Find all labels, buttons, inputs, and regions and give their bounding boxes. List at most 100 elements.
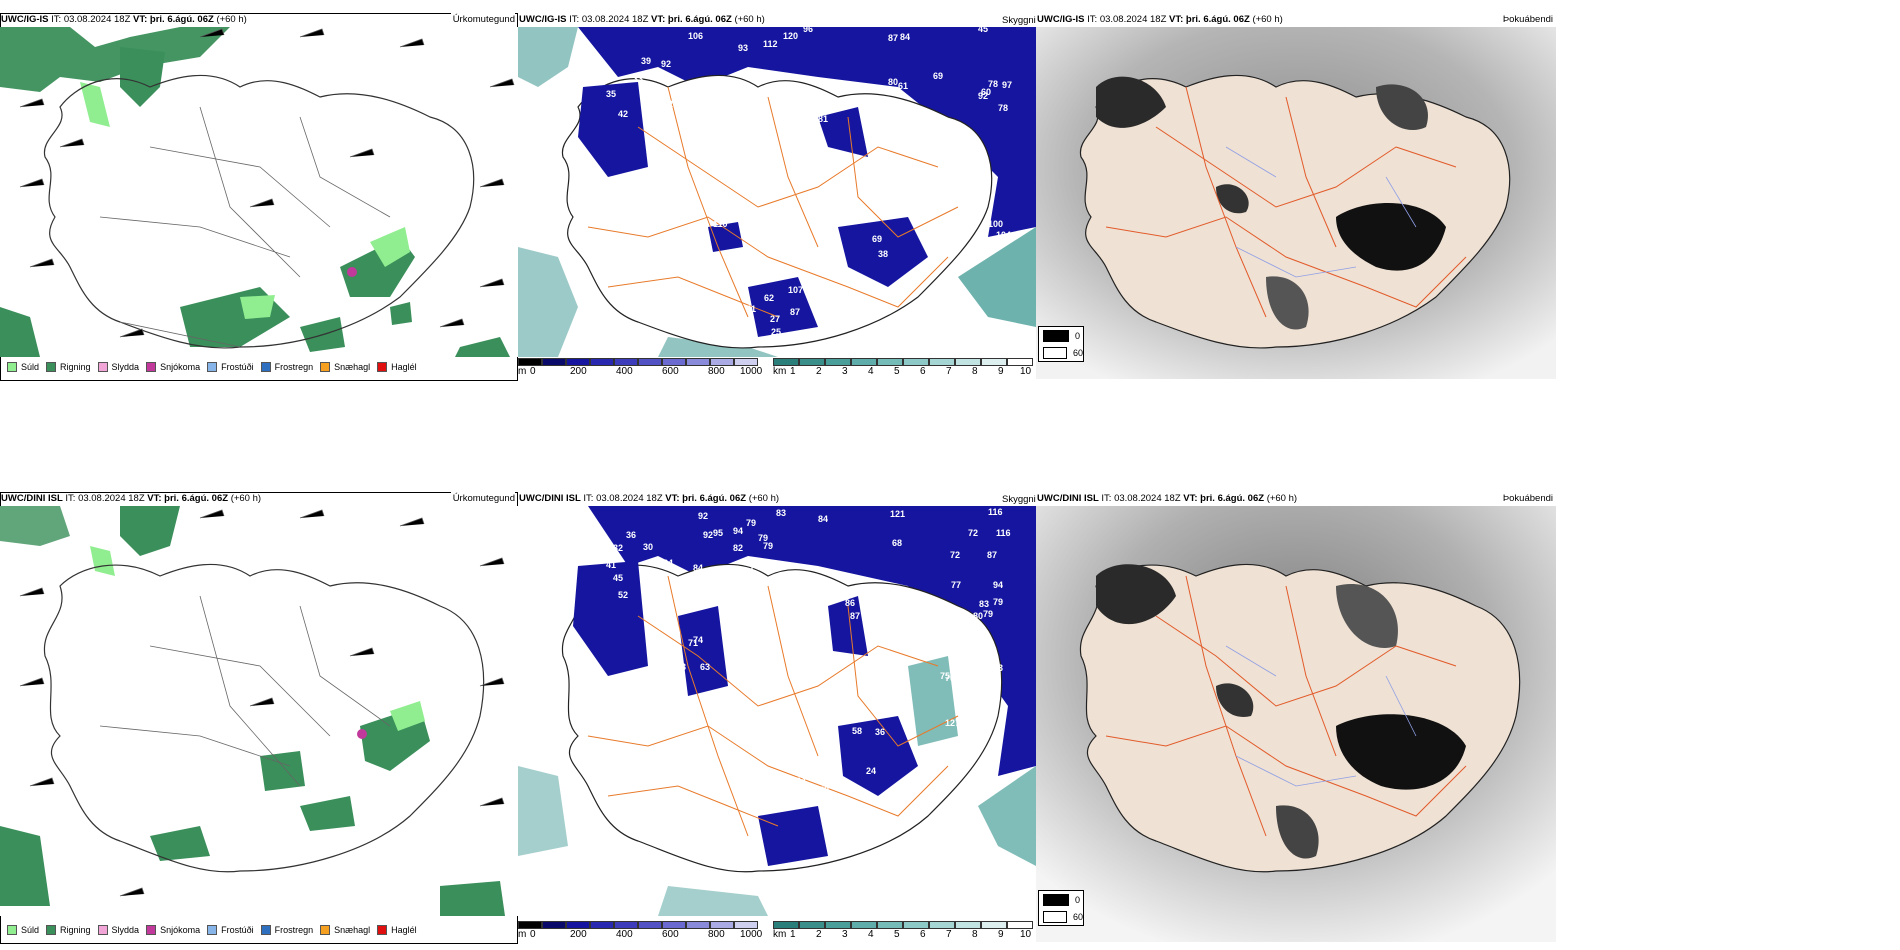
cloud-base-label: 79	[983, 609, 993, 619]
cloud-base-label: 93	[738, 43, 748, 53]
cloud-base-label: 33	[633, 74, 643, 84]
cloud-base-label: 81	[818, 114, 828, 124]
cloud-base-label: 79	[746, 518, 756, 528]
legend-item: Snjókoma	[146, 925, 200, 935]
row2-visibility-panel: UWC/DINI ISL IT: 03.08.2024 18Z VT: þri.…	[518, 492, 1036, 944]
cloud-base-label: 83	[776, 508, 786, 518]
cloud-base-label: 72	[950, 550, 960, 560]
cloud-base-label: 79	[993, 597, 1003, 607]
cloud-base-label: 87	[790, 307, 800, 317]
height-colorbar	[518, 921, 758, 929]
row1-precip-panel: UWC/IG-IS IT: 03.08.2024 18Z VT: þri. 6.…	[0, 13, 518, 381]
cloud-base-label: 100	[988, 219, 1003, 229]
cloud-base-label: 72	[968, 528, 978, 538]
row1-visibility-panel: UWC/IG-IS IT: 03.08.2024 18Z VT: þri. 6.…	[518, 13, 1036, 381]
cloud-base-label: 32	[663, 99, 673, 109]
visibility-field-name: Skyggni	[1002, 15, 1036, 26]
cloud-base-label: 90	[988, 709, 998, 719]
legend-item: Haglél	[377, 925, 417, 935]
cloud-base-label: 45	[978, 27, 988, 34]
cloud-base-label: 159	[814, 785, 829, 795]
cloud-base-label: 70	[662, 638, 672, 648]
cloud-base-label: 36	[875, 727, 885, 737]
cloud-base-label: 39	[641, 56, 651, 66]
cloud-base-label: 106	[688, 31, 703, 41]
visibility-colorbar	[773, 358, 1033, 366]
cloud-base-label: 64	[796, 776, 806, 786]
legend-item: Súld	[7, 362, 39, 372]
cloud-base-label: 104	[996, 230, 1011, 240]
cloud-base-label: 110	[713, 219, 728, 229]
panel-title: UWC/IG-IS IT: 03.08.2024 18Z VT: þri. 6.…	[1037, 14, 1283, 25]
cloud-base-label: 92	[978, 91, 988, 101]
cloud-base-label: 66	[670, 154, 680, 164]
fog-map	[1036, 506, 1556, 942]
cloud-base-label: 84	[693, 563, 703, 573]
cloud-base-label: 28	[828, 719, 838, 729]
cloud-base-label: 90	[982, 678, 992, 688]
cloud-base-label: 75	[808, 89, 818, 99]
cloud-base-label: 77	[951, 580, 961, 590]
cloud-base-label: 107	[820, 231, 835, 241]
panel-field-name: Þokuábendi	[1500, 492, 1553, 505]
legend-item: Frostregn	[260, 362, 313, 372]
cloud-base-label: 82	[733, 543, 743, 553]
panel-title: UWC/DINI ISL IT: 03.08.2024 18Z VT: þri.…	[1, 493, 262, 504]
cloud-base-label: 83	[979, 599, 989, 609]
cloud-base-label: 85	[984, 696, 994, 706]
panel-field-name: Þokuábendi	[1500, 13, 1553, 26]
cloud-base-label: 34	[663, 558, 673, 568]
cloud-base-label: 38	[878, 249, 888, 259]
panel-field-name: Úrkomutegund	[450, 492, 515, 505]
cloud-base-label: 60	[981, 87, 991, 97]
cloud-base-label: 43	[676, 662, 686, 672]
cloud-base-label: 95	[713, 528, 723, 538]
row1-fog-panel: UWC/IG-IS IT: 03.08.2024 18Z VT: þri. 6.…	[1036, 13, 1556, 381]
precip-map	[0, 506, 518, 916]
cloud-base-label: 75	[940, 671, 950, 681]
legend-item: Frostúði	[207, 362, 254, 372]
cloud-base-label: 74	[693, 635, 703, 645]
cloud-base-label: 92	[698, 511, 708, 521]
cloud-base-label: 89	[786, 99, 796, 109]
legend-item: Slydda	[97, 925, 139, 935]
legend-item: Rigning	[46, 362, 91, 372]
cloud-base-label: 107	[788, 285, 803, 295]
cloud-base-label: 112	[763, 39, 778, 49]
fog-index-legend: 0 60	[1038, 890, 1084, 926]
cloud-base-label: 54	[768, 780, 778, 790]
precip-map	[0, 27, 518, 357]
cloud-base-label: 52	[618, 590, 628, 600]
cloud-base-label: 69	[933, 71, 943, 81]
cloud-base-label: 58	[738, 324, 748, 334]
cloud-base-label: 71	[688, 638, 698, 648]
cloud-base-label: 166	[946, 746, 961, 756]
height-colorbar	[518, 358, 758, 366]
cloud-base-label: 65	[636, 678, 646, 688]
fog-map	[1036, 27, 1556, 379]
cloud-base-label: 93	[993, 663, 1003, 673]
cloud-base-label: 84	[818, 514, 828, 524]
cloud-base-label: 127	[945, 718, 960, 728]
cloud-base-label: 24	[866, 766, 876, 776]
legend-item: Slydda	[97, 362, 139, 372]
cloud-base-label: 102	[938, 194, 953, 204]
legend-item: Snæhagl	[320, 925, 370, 935]
cloud-base-label: 94	[733, 526, 743, 536]
cloud-base-label: 58	[852, 726, 862, 736]
cloud-base-label: 56	[668, 134, 678, 144]
cloud-base-label: 27	[770, 314, 780, 324]
cloud-base-label: 79	[758, 533, 768, 543]
visibility-field-name: Skyggni	[1002, 494, 1036, 505]
cloud-base-label: 24	[868, 285, 878, 295]
fog-index-legend: 0 60	[1038, 326, 1084, 362]
cloud-base-label: 41	[606, 560, 616, 570]
visibility-ticks: km 1 2 3 4 5 6 7 8 9 10	[773, 366, 1032, 377]
cloud-base-label: 67	[660, 608, 670, 618]
cloud-base-label: 32	[613, 543, 623, 553]
cloud-base-label: 41	[746, 304, 756, 314]
cloud-base-label: 35	[606, 89, 616, 99]
cloud-base-label: 80	[728, 79, 738, 89]
